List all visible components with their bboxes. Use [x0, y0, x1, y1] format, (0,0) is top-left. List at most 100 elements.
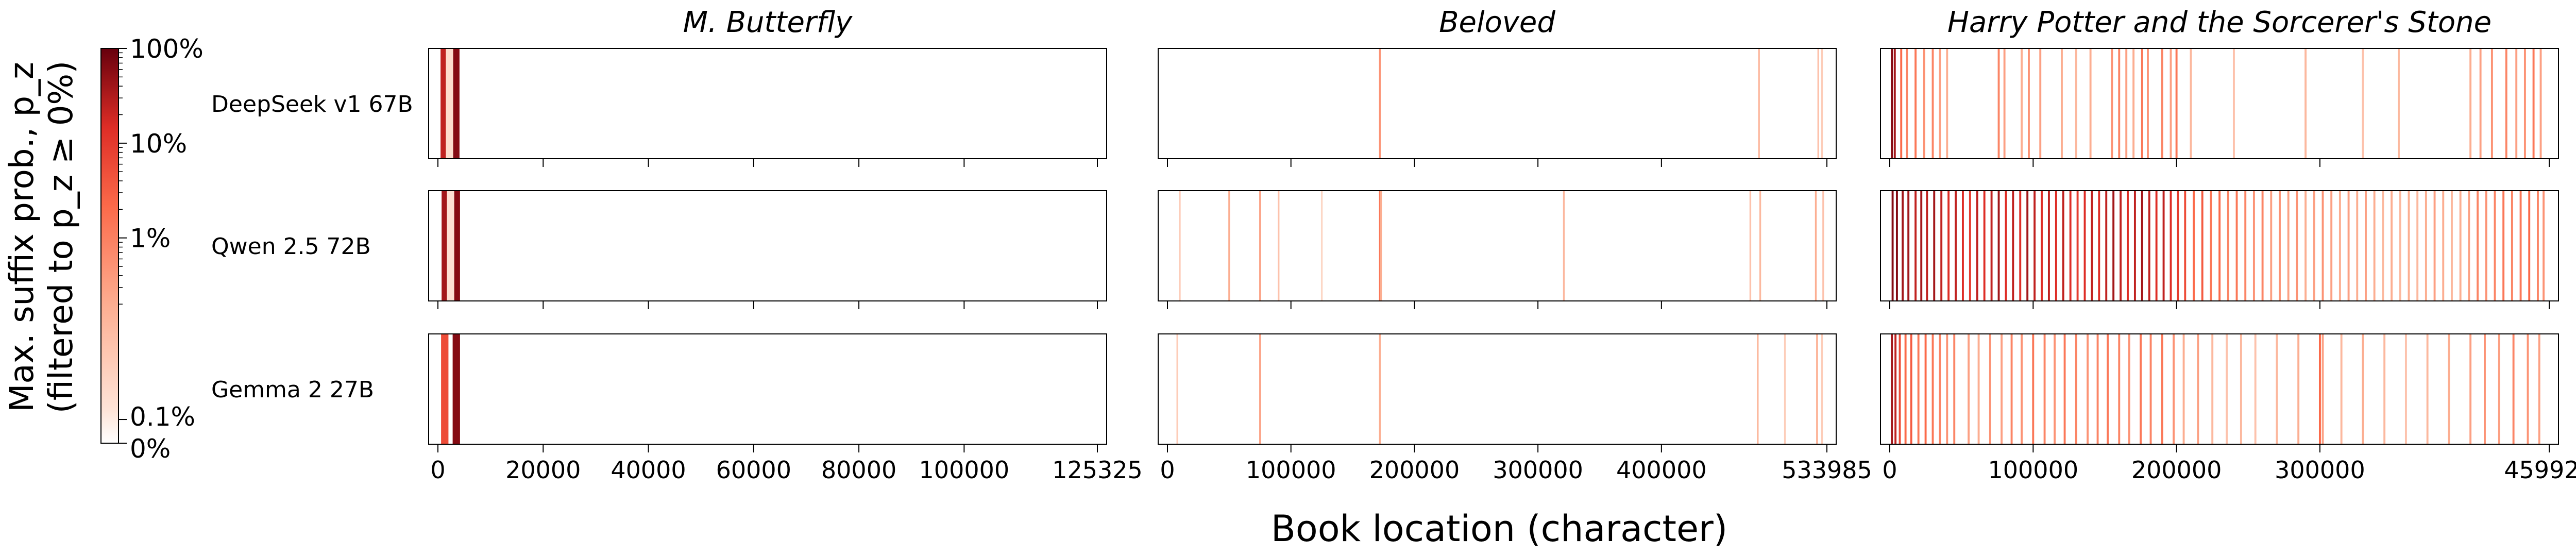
heatmap-mark: [2321, 191, 2324, 301]
heatmap-mark: [2033, 191, 2036, 301]
heatmap-mark: [1816, 334, 1818, 444]
x-tick-label: 0: [1882, 456, 1897, 484]
heatmap-mark: [2184, 191, 2187, 301]
heatmap-panels: M. Butterfly 0 20000 40000 60000 80000 100000 1…: [428, 6, 2576, 484]
heatmap-mark: [2383, 334, 2386, 444]
heatmap-mark: [2287, 191, 2290, 301]
heatmap-mark: [2170, 191, 2172, 301]
heatmap-mark: [2075, 334, 2077, 444]
heatmap-mark: [2125, 48, 2128, 159]
heatmap-mark: [2075, 48, 2077, 159]
panel-title: M. Butterfly: [683, 6, 853, 39]
x-tick-label: 100000: [919, 456, 1010, 484]
heatmap-mark: [1923, 48, 1925, 159]
panel-frame: [428, 190, 1107, 301]
heatmap-mark: [2477, 191, 2479, 301]
colorbar-tick-label: 0%: [130, 434, 171, 464]
x-tick-label: 459921: [2504, 456, 2576, 484]
heatmap-mark: [1379, 334, 1381, 444]
heatmap-mark: [2373, 191, 2376, 301]
heatmap-mark: [1821, 334, 1823, 444]
heatmap-mark: [2270, 191, 2273, 301]
row-label: Qwen 2.5 72B: [211, 233, 371, 260]
panel-title: Harry Potter and the Sorcerer's Stone: [1947, 6, 2492, 39]
heatmap-mark: [1939, 334, 1941, 444]
heatmap-mark: [2161, 48, 2163, 159]
heatmap-mark: [2244, 191, 2247, 301]
heatmap-mark: [2175, 48, 2178, 159]
heatmap-mark: [2089, 48, 2092, 159]
colorbar: 100% 10% 1% 0.1%0% Max. suffix prob., p_z (…: [3, 34, 204, 464]
heatmap-mark: [2054, 334, 2056, 444]
heatmap-mark: [2173, 334, 2175, 444]
heatmap-cell-background: [1880, 48, 2558, 159]
x-tick-label: 533985: [1782, 456, 1872, 484]
heatmap-cell-background: [429, 48, 1107, 159]
heatmap-mark: [2226, 334, 2228, 444]
x-tick-label: 300000: [1493, 456, 1583, 484]
x-tick-label: 400000: [1616, 456, 1707, 484]
heatmap-mark: [2127, 191, 2129, 301]
heatmap-cell-background: [1158, 191, 1836, 301]
panel-frame: [1880, 333, 2559, 445]
heatmap-mark: [2512, 334, 2515, 444]
heatmap-mark: [2502, 191, 2505, 301]
heatmap-mark: [2063, 334, 2066, 444]
colorbar-tick-label: 100%: [130, 34, 204, 64]
heatmap-mark: [2382, 191, 2384, 301]
x-tick-label: 200000: [1369, 456, 1460, 484]
heatmap-mark: [2252, 191, 2255, 301]
heatmap-mark: [1931, 334, 1934, 444]
heatmap-mark: [2494, 191, 2496, 301]
heatmap-mark: [1990, 191, 1993, 301]
heatmap-mark: [2012, 191, 2014, 301]
heatmap-mark: [2147, 48, 2149, 159]
heatmap-mark: [2484, 334, 2486, 444]
heatmap-mark: [2201, 191, 2204, 301]
colorbar-label-line1: Max. suffix prob., p_z: [3, 62, 41, 412]
heatmap-mark: [1977, 334, 1980, 444]
heatmap-mark: [2019, 191, 2022, 301]
heatmap-mark: [2408, 191, 2410, 301]
heatmap-mark: [1757, 334, 1759, 444]
x-tick-label: 125325: [1052, 456, 1143, 484]
heatmap-mark: [2261, 191, 2264, 301]
heatmap-mark: [2105, 191, 2108, 301]
heatmap-mark: [2448, 334, 2450, 444]
heatmap-mark: [1997, 48, 2000, 159]
heatmap-mark: [2479, 48, 2482, 159]
colorbar-gradient: [100, 48, 119, 444]
heatmap-mark: [2391, 191, 2393, 301]
heatmap-mark: [452, 48, 460, 159]
heatmap-cell-background: [1880, 334, 2558, 444]
heatmap-mark: [1953, 334, 1956, 444]
book-panel: M. Butterfly 0 20000 40000 60000 80000 100000 1…: [428, 6, 1143, 484]
heatmap-mark: [2425, 191, 2427, 301]
heatmap-mark: [1914, 48, 1917, 159]
heatmap-mark: [2321, 334, 2324, 444]
heatmap-mark: [2141, 48, 2143, 159]
colorbar-tick-label: 0.1%: [130, 402, 195, 432]
panel-frame: [428, 333, 1107, 445]
heatmap-mark: [2254, 334, 2257, 444]
panel-frame: [1880, 48, 2559, 159]
row-label: DeepSeek v1 67B: [211, 91, 413, 117]
heatmap-mark: [1259, 334, 1261, 444]
heatmap-mark: [447, 191, 454, 301]
heatmap-mark: [1933, 191, 1936, 301]
heatmap-mark: [2404, 334, 2407, 444]
heatmap-mark: [2087, 334, 2089, 444]
heatmap-mark: [2537, 191, 2539, 301]
heatmap-mark: [2193, 191, 2195, 301]
heatmap-mark: [2218, 191, 2221, 301]
heatmap-mark: [1961, 191, 1964, 301]
heatmap-mark: [2039, 48, 2042, 159]
x-tick-label: 100000: [1988, 456, 2079, 484]
heatmap-mark: [2235, 191, 2238, 301]
heatmap-mark: [2279, 191, 2281, 301]
heatmap-mark: [2055, 191, 2057, 301]
heatmap-mark: [1179, 191, 1181, 301]
heatmap-mark: [1749, 191, 1752, 301]
heatmap-mark: [2061, 48, 2063, 159]
